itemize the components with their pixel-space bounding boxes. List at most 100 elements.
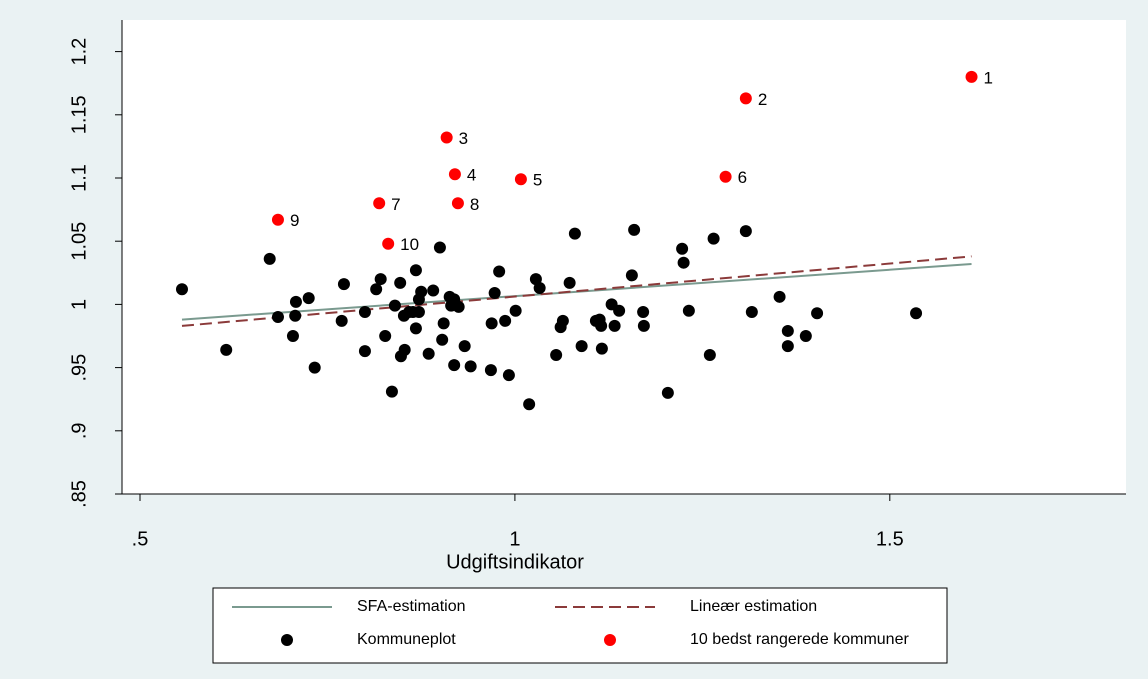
point [373, 197, 386, 210]
point [677, 256, 690, 269]
point [175, 283, 188, 296]
y-tick-label: 1.05 [68, 222, 90, 261]
point [676, 242, 689, 255]
point [286, 330, 299, 342]
x-tick-label: .5 [132, 528, 149, 550]
y-tick-label: 1 [68, 299, 90, 310]
point [415, 285, 428, 298]
x-axis-title: Udgiftsindikator [446, 551, 584, 573]
point [661, 386, 674, 399]
point [637, 305, 650, 318]
legend [212, 587, 948, 664]
point [781, 324, 794, 337]
point [337, 278, 350, 291]
point [370, 283, 383, 296]
point [448, 168, 461, 181]
point [433, 241, 446, 254]
point [388, 299, 401, 312]
point [550, 348, 563, 361]
point-label: 3 [459, 129, 468, 148]
point-label: 5 [533, 171, 542, 190]
point [302, 292, 315, 305]
point [533, 281, 546, 294]
point [637, 319, 650, 332]
point [422, 347, 435, 360]
point-label: 10 [400, 235, 419, 254]
point [781, 340, 794, 353]
point [308, 361, 321, 374]
point [427, 284, 440, 297]
point [563, 276, 576, 289]
point [965, 70, 978, 83]
y-tick-label: .9 [68, 422, 90, 439]
point [575, 340, 588, 353]
legend-swatch [604, 634, 616, 646]
point-label: 9 [290, 211, 299, 230]
fit-line [181, 255, 972, 327]
point [440, 131, 453, 144]
point [374, 273, 387, 286]
point [448, 359, 461, 372]
point [613, 304, 626, 317]
point [436, 333, 449, 346]
legend-label: 10 bedst rangerede kommuner [690, 631, 909, 648]
point-label: 7 [391, 195, 400, 214]
point [412, 305, 425, 318]
point [625, 269, 638, 282]
point-label: 6 [738, 168, 747, 187]
legend-swatch [281, 634, 293, 646]
point [773, 290, 786, 303]
point [458, 340, 471, 353]
point [523, 398, 536, 411]
point [385, 385, 398, 398]
point [811, 307, 824, 320]
point [799, 330, 812, 342]
point [464, 360, 477, 373]
point [502, 369, 515, 382]
point [514, 173, 527, 186]
point [485, 317, 498, 330]
point-label: 4 [467, 166, 476, 185]
point [335, 314, 348, 327]
point [263, 252, 276, 265]
y-tick-label: 1.15 [68, 95, 90, 134]
point [358, 305, 371, 318]
point [509, 304, 522, 317]
point [379, 330, 392, 342]
point [556, 314, 569, 327]
point [739, 225, 752, 238]
point-label: 8 [470, 195, 479, 214]
point [707, 232, 720, 245]
point-label: 2 [758, 90, 767, 109]
legend-label: Kommuneplot [357, 631, 456, 648]
point [451, 197, 464, 210]
point-label: 1 [984, 68, 993, 87]
point [703, 348, 716, 361]
y-tick-label: 1.2 [68, 38, 90, 66]
point [719, 170, 732, 183]
x-tick-label: 1.5 [876, 528, 904, 550]
x-tick-label: 1 [509, 528, 520, 550]
point [398, 343, 411, 356]
point [409, 264, 422, 277]
point [271, 213, 284, 226]
point [409, 322, 422, 335]
y-tick-label: 1.1 [68, 164, 90, 192]
point [220, 343, 233, 356]
point [382, 237, 395, 250]
point [608, 319, 621, 332]
point [595, 319, 608, 332]
point [739, 92, 752, 105]
y-tick-label: .85 [68, 480, 90, 508]
legend-label: SFA-estimation [357, 598, 465, 615]
y-tick-label: .95 [68, 354, 90, 382]
point [745, 305, 758, 318]
point [568, 227, 581, 240]
point [488, 287, 501, 300]
point [289, 309, 302, 322]
point [493, 265, 506, 278]
point [628, 223, 641, 236]
point [484, 364, 497, 377]
legend-label: Lineær estimation [690, 598, 817, 615]
